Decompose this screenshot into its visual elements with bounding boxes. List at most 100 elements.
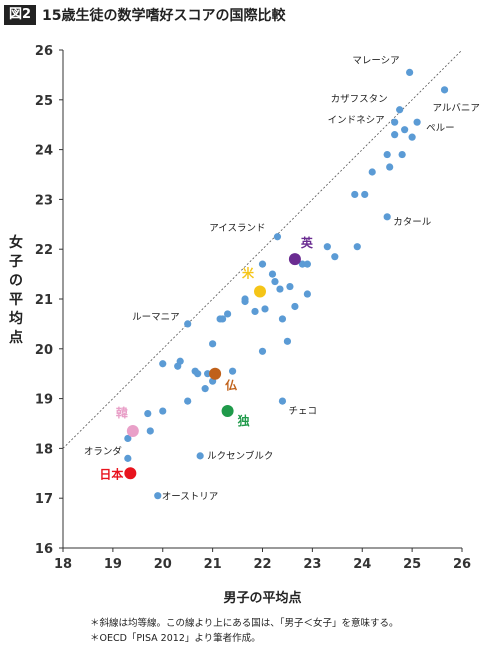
country-label: カタール	[393, 217, 432, 228]
data-point	[383, 150, 391, 159]
reference-line	[62, 49, 463, 449]
highlight-label: 日本	[99, 466, 123, 481]
country-label: アイスランド	[209, 223, 265, 234]
y-tick-label: 16	[35, 542, 53, 557]
data-point	[391, 131, 399, 139]
data-point	[241, 297, 249, 306]
data-point	[408, 133, 416, 141]
highlight-label: 米	[242, 266, 255, 281]
data-point	[124, 434, 132, 443]
data-point	[154, 492, 162, 500]
chart-header: 図2 15歳生徒の数学嗜好スコアの国際比較	[4, 4, 286, 26]
data-point	[398, 150, 406, 159]
footnotes: ＊斜線は均等線。この線より上にある国は、「男子＜女子」を意味する。 ＊OECD「…	[90, 616, 399, 646]
x-tick-label: 19	[104, 557, 122, 572]
highlight-label: 英	[301, 235, 314, 250]
data-point	[413, 118, 421, 126]
highlight-point	[126, 424, 139, 437]
data-point	[273, 233, 282, 241]
highlight-point	[209, 367, 222, 380]
country-label: インドネシア	[328, 115, 385, 126]
data-point	[271, 277, 279, 286]
data-point	[440, 86, 449, 94]
country-label: ペルー	[426, 123, 455, 134]
data-point	[283, 337, 292, 345]
x-tick-label: 20	[154, 557, 172, 572]
data-point	[261, 305, 269, 313]
data-point	[209, 340, 217, 348]
data-point	[331, 253, 339, 261]
axes: 18 19 20 21 22 23 24 25 26 16 17 18 19 20 21 22 23 24 25 26…	[9, 44, 471, 606]
data-point	[391, 118, 399, 126]
scatter-chart: 18 19 20 21 22 23 24 25 26 16 17 18 19 20 21 22 23 24 25 26…	[9, 44, 480, 606]
x-tick-label: 26	[453, 557, 471, 572]
data-point	[406, 68, 414, 77]
data-point	[291, 302, 299, 311]
data-point	[159, 407, 167, 415]
data-point	[361, 190, 369, 199]
data-point	[219, 315, 227, 323]
data-point	[298, 260, 306, 268]
country-label: チェコ	[288, 406, 317, 417]
figure-label: 図2	[4, 5, 37, 25]
y-tick-label: 19	[35, 393, 53, 408]
data-point	[228, 367, 237, 375]
data-point	[174, 362, 182, 370]
highlight-label: 仏	[225, 379, 237, 393]
data-point	[268, 270, 277, 278]
data-point	[196, 452, 204, 460]
data-point	[146, 427, 154, 435]
country-label: マレーシア	[352, 55, 399, 66]
country-label: オランダ	[84, 445, 123, 457]
highlight-point	[124, 467, 137, 480]
data-point	[353, 243, 361, 251]
x-tick-label: 22	[253, 557, 271, 572]
footnote-2: ＊OECD「PISA 2012」より筆者作成。	[90, 633, 261, 644]
footnote-1: ＊斜線は均等線。この線より上にある国は、「男子＜女子」を意味する。	[90, 618, 399, 629]
x-axis-label: 男子の平均点	[223, 590, 301, 606]
data-point	[124, 454, 132, 462]
y-tick-label: 25	[35, 94, 53, 109]
data-point	[386, 163, 394, 171]
data-points	[124, 68, 449, 500]
y-axis-label: 女子の平均点	[9, 234, 23, 346]
data-point	[303, 290, 311, 298]
highlight-label: 韓	[116, 405, 128, 420]
country-label: アルバニア	[433, 103, 480, 114]
x-tick-label: 23	[303, 557, 321, 572]
data-point	[201, 385, 209, 393]
highlight-point	[221, 405, 234, 418]
country-label: オーストリア	[162, 492, 219, 503]
data-point	[184, 397, 192, 405]
data-point	[303, 260, 311, 268]
data-point	[396, 106, 404, 114]
country-label: ルーマニア	[132, 312, 180, 323]
data-point	[276, 285, 284, 293]
data-point	[286, 282, 294, 291]
y-tick-label: 21	[35, 293, 53, 308]
y-tick-label: 20	[35, 343, 53, 358]
data-point	[184, 320, 192, 328]
x-tick-label: 25	[403, 557, 421, 572]
annotations: マレーシアカザフスタンアルバニアインドネシアペルーカタールアイスランドルーマニア…	[84, 55, 480, 502]
chart-title: 15歳生徒の数学嗜好スコアの国際比較	[42, 8, 286, 24]
x-tick-label: 18	[54, 557, 72, 572]
data-point	[159, 360, 167, 368]
x-tick-label: 24	[353, 557, 371, 572]
y-tick-label: 22	[35, 243, 53, 258]
data-point	[258, 347, 267, 355]
equality-line	[62, 49, 463, 449]
x-tick-label: 21	[204, 557, 222, 572]
y-tick-label: 18	[35, 442, 53, 457]
y-tick-label: 26	[35, 44, 53, 59]
country-label: ルクセンブルク	[207, 450, 273, 462]
data-point	[258, 260, 267, 268]
data-point	[278, 315, 287, 323]
data-point	[278, 397, 287, 405]
data-point	[251, 307, 259, 316]
data-point	[383, 213, 391, 221]
highlight-point	[288, 253, 301, 266]
data-point	[401, 126, 409, 134]
data-point	[194, 370, 202, 378]
data-point	[351, 190, 359, 199]
